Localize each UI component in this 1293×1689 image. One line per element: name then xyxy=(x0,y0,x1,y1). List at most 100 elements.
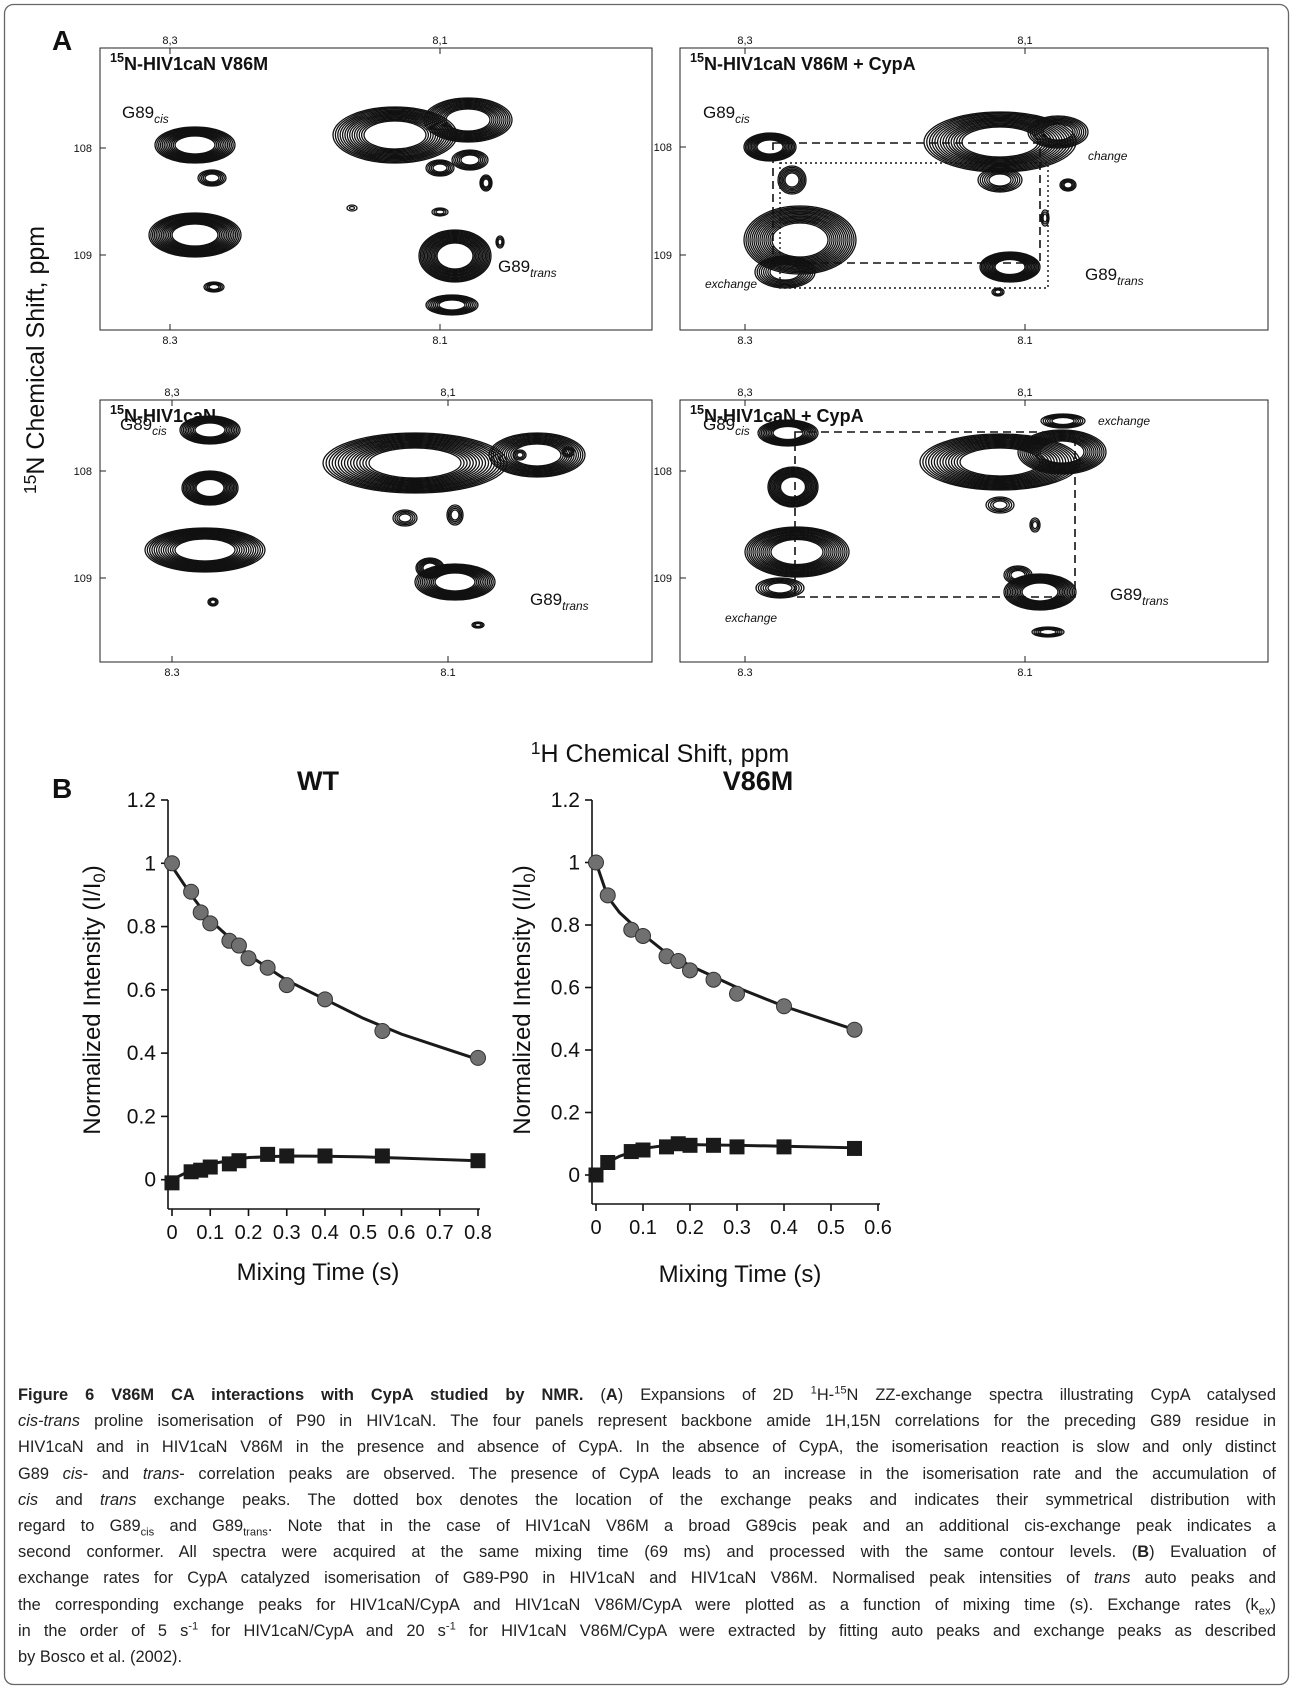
contour xyxy=(562,447,574,457)
top-tick-label: 8,3 xyxy=(737,35,752,47)
x-tick-label: 0 xyxy=(166,1222,177,1244)
contour xyxy=(756,532,838,572)
spectrum-frame xyxy=(679,399,1269,663)
peak-label-part: cis xyxy=(735,112,750,126)
left-tick-label: 108 xyxy=(74,143,92,155)
x-axis-label-part: 1 xyxy=(531,738,541,758)
contour xyxy=(368,447,462,479)
data-point xyxy=(847,1140,862,1156)
contour xyxy=(782,170,802,190)
contour xyxy=(757,419,819,447)
contour xyxy=(416,558,444,578)
contour xyxy=(772,425,804,441)
contour xyxy=(425,98,511,142)
contour xyxy=(171,223,219,247)
contour xyxy=(1019,581,1061,603)
peak-label: G89trans xyxy=(1085,265,1144,288)
contour xyxy=(1003,573,1077,611)
contour xyxy=(1039,628,1057,636)
contour xyxy=(760,420,816,446)
contour xyxy=(346,440,484,486)
data-point xyxy=(374,1022,391,1039)
contour xyxy=(780,168,804,192)
contour xyxy=(767,582,793,594)
contour xyxy=(194,422,226,438)
contour xyxy=(189,475,231,501)
caption-text: exchange peaks. The dotted box denotes t… xyxy=(136,1490,1276,1509)
contour xyxy=(1038,121,1078,143)
spectrum-title-part: N-HIV1caN + CypA xyxy=(704,406,864,426)
x-tick-label: 0.1 xyxy=(629,1217,657,1239)
exchange-label: exchange xyxy=(1098,414,1150,428)
y-axis-label-part: 0 xyxy=(90,873,109,882)
contour xyxy=(148,529,262,571)
caption-text: G89 xyxy=(18,1464,63,1483)
contour xyxy=(759,420,817,446)
contour xyxy=(199,170,225,186)
data-point xyxy=(599,887,616,904)
contour xyxy=(447,506,463,524)
contour xyxy=(1013,578,1067,606)
peak-label-part: G89 xyxy=(498,257,530,276)
contour xyxy=(755,577,805,599)
contour xyxy=(751,210,849,270)
contour xyxy=(430,162,450,174)
contour xyxy=(494,435,580,475)
left-tick-label: 109 xyxy=(74,573,92,585)
y-axis-label-part: N Chemical Shift, ppm xyxy=(22,226,50,475)
peak-label: G89trans xyxy=(498,257,557,280)
contour xyxy=(437,104,499,136)
spectrum-title: 15N-HIV1caN xyxy=(110,403,216,426)
contour xyxy=(200,171,224,185)
caption-text: ( xyxy=(583,1386,606,1404)
caption-text: 1 xyxy=(810,1384,817,1397)
contour xyxy=(193,477,227,498)
contour xyxy=(346,204,358,212)
contour xyxy=(179,415,241,445)
x-tick-label: 0.3 xyxy=(273,1222,301,1244)
caption-text: second conformer. All spectra were acqui… xyxy=(18,1543,1138,1562)
caption-text: by Bosco et al. (2002). xyxy=(18,1648,182,1667)
x-axis-label: Mixing Time (s) xyxy=(659,1261,822,1288)
contour xyxy=(1040,209,1050,227)
chart-title: WT xyxy=(297,766,339,796)
spectrum-title-part: N-HIV1caN xyxy=(124,406,216,426)
contour xyxy=(174,135,216,155)
contour xyxy=(982,252,1038,282)
contour xyxy=(1004,574,1076,610)
caption-text: B xyxy=(1137,1543,1150,1562)
x-tick-label: 0.6 xyxy=(864,1217,892,1239)
caption-line: G89 cis- and trans- correlation peaks ar… xyxy=(18,1461,1276,1487)
contour xyxy=(779,476,807,498)
contour xyxy=(1017,429,1107,475)
y-axis-label-part: 0 xyxy=(520,873,539,882)
peak-label: G89trans xyxy=(1110,585,1169,608)
contour xyxy=(769,468,817,506)
caption-text: and xyxy=(38,1490,101,1509)
peak-label-part: G89 xyxy=(122,103,154,122)
contour xyxy=(764,535,830,569)
y-tick-label: 0.8 xyxy=(127,916,156,939)
contour xyxy=(154,126,236,164)
contour xyxy=(182,416,238,444)
contour xyxy=(1063,181,1073,189)
contour xyxy=(513,449,527,461)
spectrum-title-part: N-HIV1caN V86M xyxy=(124,54,268,74)
left-tick-label: 109 xyxy=(654,573,672,585)
contour xyxy=(394,510,416,526)
contour xyxy=(365,446,465,480)
contour xyxy=(166,220,224,250)
y-tick-label: 0.2 xyxy=(127,1105,156,1128)
contour xyxy=(181,416,239,444)
bottom-tick-label: 8.1 xyxy=(432,335,447,347)
left-tick-label: 109 xyxy=(654,250,672,262)
contour xyxy=(430,296,474,314)
contour xyxy=(1059,178,1077,192)
x-tick-label: 0.7 xyxy=(426,1222,454,1244)
contour xyxy=(748,528,846,576)
contour xyxy=(764,422,812,444)
caption-line: Figure 6 V86M CA interactions with CypA … xyxy=(18,1382,1276,1408)
contour xyxy=(1040,413,1086,429)
data-point xyxy=(846,1021,863,1038)
y-tick-label: 0.4 xyxy=(127,1042,157,1065)
